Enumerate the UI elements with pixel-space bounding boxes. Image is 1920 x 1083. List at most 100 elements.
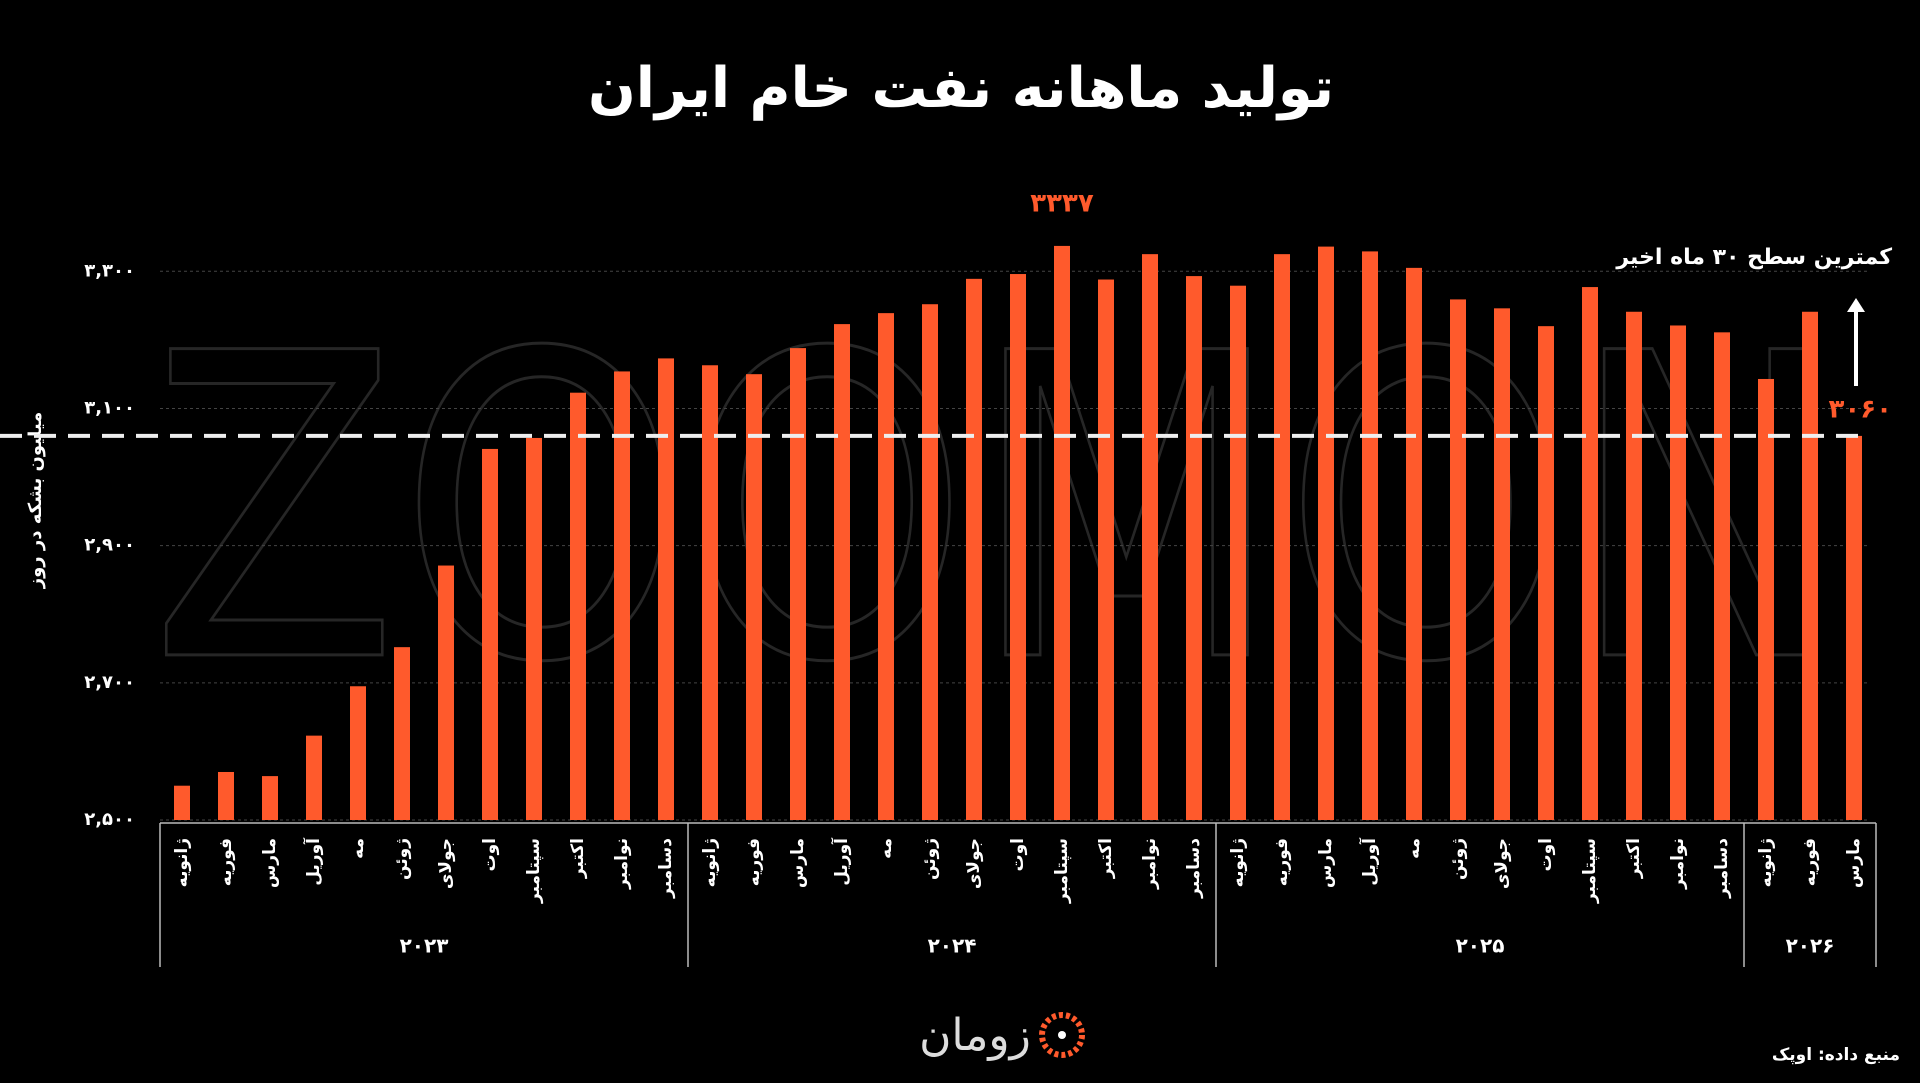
bar (1142, 254, 1158, 820)
watermark-layer: ZOOMON (149, 264, 1842, 756)
bar (394, 647, 410, 820)
x-tick-label: ژانویه (1756, 838, 1776, 887)
bar (526, 437, 542, 820)
bar (658, 358, 674, 820)
x-tick-label: اوت (1008, 838, 1028, 871)
bar (1714, 332, 1730, 820)
bar (438, 565, 454, 820)
y-tick-label: ۳,۳۰۰ (84, 260, 135, 281)
bar (1758, 378, 1774, 820)
x-tick-label: اکتبر (1624, 838, 1644, 879)
x-tick-label: مارس (260, 838, 280, 888)
bar (1846, 435, 1862, 820)
x-tick-label: اکتبر (1096, 838, 1116, 879)
x-tick-label: اکتبر (568, 838, 588, 879)
annotation: کمترین سطح ۳۰ ماه اخیر (1615, 245, 1892, 270)
x-tick-label: نوامبر (612, 838, 632, 890)
x-tick-label: فوریه (1800, 838, 1820, 886)
arrow (1847, 298, 1865, 386)
x-tick-label: مه (1404, 838, 1424, 859)
bar (1230, 285, 1246, 820)
x-tick-label: آوریل (302, 837, 324, 886)
x-tick-label: فوریه (1272, 838, 1292, 886)
x-tick-label: فوریه (216, 838, 236, 886)
x-tick-label: دسامبر (1184, 838, 1204, 899)
x-tick-label: سپتامبر (1052, 838, 1072, 904)
bar (1010, 274, 1026, 820)
value-label: ۳۰۶۰ (1829, 394, 1892, 424)
y-tick-label: ۲,۹۰۰ (84, 535, 135, 556)
bar (1098, 279, 1114, 820)
bar (746, 374, 762, 820)
bar (1450, 299, 1466, 820)
bar (1802, 311, 1818, 820)
x-tick-label: مارس (1844, 838, 1864, 888)
x-tick-label: مه (348, 838, 368, 859)
x-tick-label: سپتامبر (524, 838, 544, 904)
x-tick-label: آوریل (1358, 837, 1380, 886)
x-tick-label: اوت (1536, 838, 1556, 871)
bar (702, 365, 718, 820)
bar (1494, 308, 1510, 820)
x-tick-label: ژانویه (1228, 838, 1248, 887)
x-tick-label: سپتامبر (1580, 838, 1600, 904)
value-label: ۳۳۳۷ (1030, 188, 1094, 218)
x-tick-label: جولای (1492, 838, 1512, 889)
bar (218, 771, 234, 820)
bar (878, 313, 894, 820)
y-tick-label: ۲,۷۰۰ (84, 672, 135, 693)
y-axis-title: میلیون بشکه در روز (25, 412, 46, 590)
chart-title: تولید ماهانه نفت خام ایران (588, 56, 1334, 121)
bar (306, 735, 322, 820)
group-label: ۲۰۲۴ (928, 934, 977, 958)
group-label: ۲۰۲۳ (400, 934, 449, 958)
bar (614, 371, 630, 820)
logo (1039, 1012, 1085, 1058)
x-tick-label: فوریه (744, 838, 764, 886)
bar (966, 278, 982, 820)
x-tick-label: مارس (788, 838, 808, 888)
watermark: ZOOMON (150, 266, 1840, 755)
group-label: ۲۰۲۶ (1786, 934, 1835, 958)
x-tick-label: جولای (964, 838, 984, 889)
bar (1054, 245, 1070, 820)
bar (790, 348, 806, 820)
group-label: ۲۰۲۵ (1456, 934, 1505, 958)
bar (1626, 311, 1642, 820)
x-tick-label: دسامبر (1712, 838, 1732, 899)
x-tick-label: نوامبر (1668, 838, 1688, 890)
y-tick-label: ۳,۱۰۰ (84, 397, 135, 418)
x-tick-label: ژوئن (392, 838, 412, 880)
x-tick-label: جولای (436, 838, 456, 889)
x-tick-label: اوت (480, 838, 500, 871)
x-tick-label: ژانویه (172, 838, 192, 887)
logo-text: زومان (919, 1010, 1031, 1061)
bar (350, 686, 366, 820)
y-tick-label: ۲,۵۰۰ (84, 809, 135, 830)
bar (1186, 276, 1202, 820)
x-tick-label: نوامبر (1140, 838, 1160, 890)
x-tick-label: آوریل (830, 837, 852, 886)
bar (570, 392, 586, 820)
x-tick-label: دسامبر (656, 838, 676, 899)
bar (262, 776, 278, 820)
x-tick-label: ژوئن (920, 838, 940, 880)
bar (1538, 326, 1554, 820)
bar (834, 324, 850, 820)
x-tick-label: ژانویه (700, 838, 720, 887)
x-tick-label: مارس (1316, 838, 1336, 888)
bar (482, 448, 498, 820)
bar (1274, 254, 1290, 820)
bar (922, 304, 938, 821)
bar (174, 785, 190, 820)
bar (1318, 246, 1334, 820)
x-tick-label: ژوئن (1448, 838, 1468, 880)
bar (1670, 325, 1686, 820)
bar (1582, 287, 1598, 820)
bar (1362, 251, 1378, 820)
bar (1406, 267, 1422, 820)
source: منبع داده: اوپک (1772, 1045, 1900, 1065)
x-tick-label: مه (876, 838, 896, 859)
